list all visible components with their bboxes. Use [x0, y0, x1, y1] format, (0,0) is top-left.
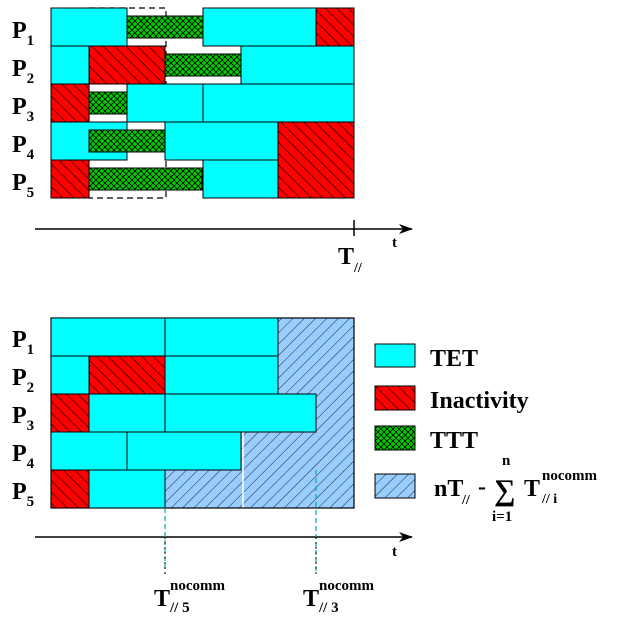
processor-label: P2: [12, 365, 34, 396]
tet-block: [202, 83, 355, 123]
tet-block: [164, 393, 317, 433]
axis-label-t: t: [392, 235, 397, 251]
inactivity-block: [277, 121, 355, 199]
formula-minus: -: [478, 474, 486, 500]
inactivity-block: [315, 7, 355, 47]
parallel-time-marker: T//: [338, 244, 363, 276]
tet-block: [202, 159, 279, 199]
formula-term: T: [524, 476, 540, 502]
tet-block: [50, 7, 128, 47]
processor-label: P4: [12, 441, 35, 472]
processor-label: P1: [12, 327, 34, 358]
legend: TET Inactivity TTT nT // - n ∑ i=1 T noc…: [374, 343, 597, 525]
legend-swatch-tet: [374, 343, 416, 368]
surplus-region: [278, 356, 354, 394]
inactivity-block: [88, 45, 166, 85]
nocomm-marker-p5-sub: // 5: [169, 600, 190, 616]
inactivity-block: [50, 83, 90, 123]
processor-label: P2: [12, 56, 34, 87]
formula-upper: n: [502, 453, 511, 469]
surplus-region: [278, 318, 354, 356]
tet-block: [88, 393, 166, 433]
legend-label-tet: TET: [430, 346, 478, 372]
processor-label: P3: [12, 94, 34, 125]
ttt-block: [88, 129, 166, 153]
legend-swatch-surplus: [374, 473, 416, 499]
surplus-region: [316, 394, 354, 432]
formula-term-sub: // i: [541, 492, 557, 507]
nocomm-marker-p3-sub: // 3: [318, 600, 339, 616]
processor-label: P4: [12, 132, 35, 163]
tet-block: [164, 121, 279, 161]
tet-block: [126, 431, 242, 471]
legend-swatch-ttt: [374, 425, 416, 451]
ttt-block: [88, 91, 128, 115]
nocomm-marker-p5: T: [154, 586, 170, 612]
processor-label: P5: [12, 170, 34, 201]
tet-block: [50, 45, 90, 85]
formula-lead-sub: //: [461, 493, 471, 508]
surplus-region: [165, 470, 354, 508]
processor-label: P5: [12, 479, 34, 510]
tet-block: [240, 45, 355, 85]
tet-block: [164, 317, 279, 357]
legend-swatch-inactivity: [374, 385, 416, 411]
tet-block: [88, 469, 166, 509]
ttt-block: [126, 15, 204, 39]
formula-term-sup: nocomm: [542, 468, 597, 484]
ttt-block: [164, 53, 242, 77]
formula-lower: i=1: [492, 509, 512, 525]
processor-label: P1: [12, 18, 34, 49]
tet-block: [50, 431, 128, 471]
inactivity-block: [50, 159, 90, 199]
axis-label-t: t: [392, 544, 397, 560]
nocomm-marker-p5-sup: nocomm: [170, 578, 225, 594]
tet-block: [50, 355, 90, 395]
nocomm-marker-p3: T: [303, 586, 319, 612]
legend-label-ttt: TTT: [430, 428, 478, 454]
inactivity-block: [88, 355, 166, 395]
tet-block: [50, 317, 166, 357]
inactivity-block: [50, 393, 90, 433]
tet-block: [126, 83, 204, 123]
inactivity-block: [50, 469, 90, 509]
tet-block: [164, 355, 279, 395]
top-diagram: P1 P2 P3 P4 P5 t T//: [12, 7, 413, 276]
tet-block: [202, 7, 317, 47]
bottom-diagram: P1 P2 P3 P4 P5 t T nocomm // 5 T nocomm: [12, 317, 413, 616]
legend-label-inactivity: Inactivity: [430, 388, 529, 414]
processor-label: P3: [12, 403, 34, 434]
surplus-region: [241, 432, 354, 470]
formula-lead: nT: [434, 476, 463, 502]
formula-sigma: ∑: [494, 474, 515, 507]
ttt-block: [88, 167, 203, 191]
nocomm-marker-p3-sup: nocomm: [319, 578, 374, 594]
